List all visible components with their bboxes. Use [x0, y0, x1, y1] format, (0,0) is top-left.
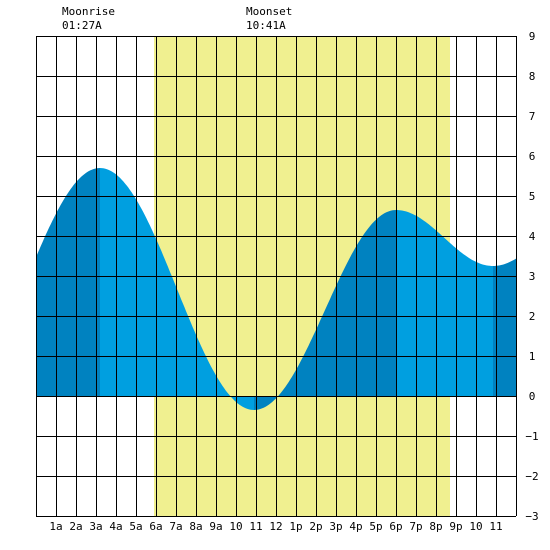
tide-segment-3 [254, 210, 396, 410]
x-tick-label: 8a [189, 520, 202, 533]
x-tick-label: 7a [169, 520, 182, 533]
x-tick-label: 11 [489, 520, 502, 533]
x-tick-label: 7p [409, 520, 422, 533]
y-tick-label: −3 [525, 510, 538, 523]
x-tick-label: 12 [269, 520, 282, 533]
x-tick-label: 2a [69, 520, 82, 533]
y-tick-label: 7 [529, 110, 536, 123]
x-tick-label: 1p [289, 520, 302, 533]
x-tick-label: 2p [309, 520, 322, 533]
moonset-time: 10:41A [246, 19, 286, 32]
tide-segment-1 [36, 168, 100, 396]
y-tick-label: 1 [529, 350, 536, 363]
x-tick-label: 3a [89, 520, 102, 533]
y-tick-label: 8 [529, 70, 536, 83]
x-tick-label: 4a [109, 520, 122, 533]
x-tick-label: 1a [49, 520, 62, 533]
x-tick-label: 10 [469, 520, 482, 533]
tide-segment-5 [493, 258, 516, 396]
moonset-label: Moonset [246, 5, 292, 18]
x-tick-label: 6p [389, 520, 402, 533]
y-tick-label: −1 [525, 430, 538, 443]
y-tick-label: −2 [525, 470, 538, 483]
moonrise-time: 01:27A [62, 19, 102, 32]
tide-segment-4 [396, 210, 493, 396]
x-tick-label: 6a [149, 520, 162, 533]
x-tick-label: 11 [249, 520, 262, 533]
moonrise-label: Moonrise [62, 5, 115, 18]
y-tick-label: 9 [529, 30, 536, 43]
x-tick-label: 4p [349, 520, 362, 533]
x-tick-label: 10 [229, 520, 242, 533]
x-tick-label: 3p [329, 520, 342, 533]
x-tick-label: 9a [209, 520, 222, 533]
x-tick-label: 8p [429, 520, 442, 533]
y-tick-label: 2 [529, 310, 536, 323]
y-tick-label: 3 [529, 270, 536, 283]
y-tick-label: 0 [529, 390, 536, 403]
x-tick-label: 5a [129, 520, 142, 533]
y-tick-label: 5 [529, 190, 536, 203]
y-tick-label: 4 [529, 230, 536, 243]
x-tick-label: 5p [369, 520, 382, 533]
x-tick-label: 9p [449, 520, 462, 533]
y-tick-label: 6 [529, 150, 536, 163]
